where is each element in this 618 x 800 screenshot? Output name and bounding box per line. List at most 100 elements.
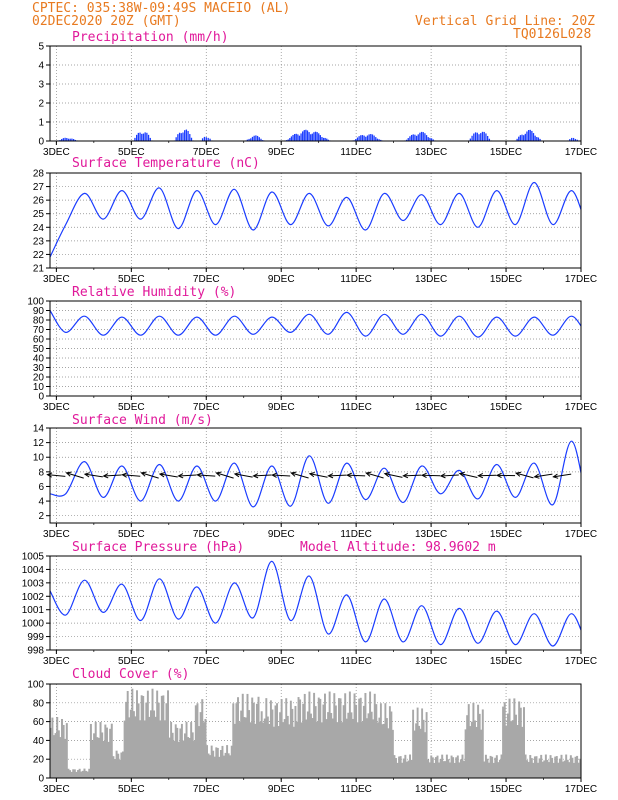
cloud-bar [425,712,428,778]
cloud-bar [474,720,476,778]
precip-bar [478,134,480,141]
header-location: CPTEC: 035:38W-09:49S MACEIO (AL) [32,1,290,16]
cloud-bar [562,761,565,778]
precip-bar [135,134,138,141]
y-tick-label: 100 [27,297,44,308]
x-tick-label: 17DEC [565,147,597,158]
x-tick-label: 11DEC [340,656,372,667]
cloud-bar [102,740,105,778]
panel-title: Surface Temperature (nC) [72,156,260,171]
cloud-bar [132,711,135,778]
cloud-bar [263,718,266,778]
precip-bar [469,138,472,141]
precip-bar [366,135,369,141]
cloud-bar [433,762,436,778]
precip-bar [175,137,177,141]
wind-arrow-head [477,473,484,479]
wind-arrow [159,473,178,478]
cloud-bar [552,762,555,778]
y-tick-label: 1004 [22,565,45,576]
wind-arrow [141,472,159,479]
cloud-bar [296,721,298,778]
precip-bar [74,139,76,141]
cloud-bar [516,725,519,778]
y-tick-label: 1001 [22,605,45,616]
precip-bar [473,133,475,141]
cloud-bar [459,759,462,778]
wind-arrow-head [402,473,409,479]
cloud-bar [438,762,441,778]
cloud-bar [320,722,323,778]
precip-bar [574,138,577,141]
y-tick-label: 20 [33,755,45,766]
cloud-bar [81,770,84,778]
x-tick-label: 5DEC [118,529,145,540]
x-tick-label: 17DEC [565,402,597,413]
cloud-bar [452,757,455,778]
cloud-bar [327,712,330,778]
cloud-bar [209,755,212,778]
precip-bar [177,134,179,141]
cloud-bar [402,758,405,778]
series-group [50,440,581,508]
cloud-bar [409,754,412,778]
y-tick-label: 40 [33,736,45,747]
y-tick-label: 12 [33,438,45,449]
cloud-bar [187,737,190,778]
cloud-bar [276,703,279,778]
cloud-bar [273,726,275,778]
cloud-bar [410,759,413,778]
wind-arrow-head [365,471,372,477]
panel-frame [49,300,582,397]
wind-arrow [366,472,384,479]
cloud-bar [362,705,365,778]
precip-bar [139,132,141,141]
cloud-bar [241,693,244,778]
cloud-bar [399,756,402,778]
wind-arrow [178,474,197,477]
precip-bar [298,135,301,141]
cloud-bar [70,771,73,778]
cloud-bar [140,695,143,778]
x-tick-label: 11DEC [340,402,372,413]
y-tick-label: 23 [33,236,45,247]
cloud-bar [143,720,146,778]
cloud-bar [251,697,254,778]
cloud-bar [159,720,162,778]
cloud-bar [480,729,483,778]
wind-arrow [459,473,478,478]
cloud-bar [390,711,393,778]
panel-title: Surface Wind (m/s) [72,413,213,428]
precip-bar [360,135,362,141]
y-tick-label: 0 [38,392,44,403]
cloud-bar [319,698,322,778]
cloud-bar [502,706,505,778]
y-tick-label: 22 [33,250,45,261]
cloud-bar [477,704,480,778]
x-tick-label: 5DEC [118,784,145,795]
cloud-bar [394,757,397,778]
wind-arrow-head [458,471,465,478]
y-tick-label: 8 [38,467,44,478]
cloud-bar [117,753,120,778]
y-tick-label: 25 [33,209,45,220]
precip-bar [539,138,541,141]
cloud-bar [359,697,362,778]
precip-bar [255,135,257,141]
precip-bar [72,139,75,141]
wind-arrows [46,471,572,479]
cloud-bar [500,754,503,778]
precip-bar [430,138,433,141]
cloud-bar [177,741,180,778]
wind-arrow [384,473,403,478]
cloud-bar [382,723,385,778]
precip-bar [405,139,408,141]
cloud-bar [375,704,378,778]
cloud-bar [458,762,461,778]
x-tick-label: 11DEC [340,147,372,158]
x-tick-label: 9DEC [268,147,295,158]
precip-bar [313,132,315,141]
y-tick-label: 27 [33,182,45,193]
cloud-bar [167,690,169,778]
cloud-bar [444,761,447,778]
